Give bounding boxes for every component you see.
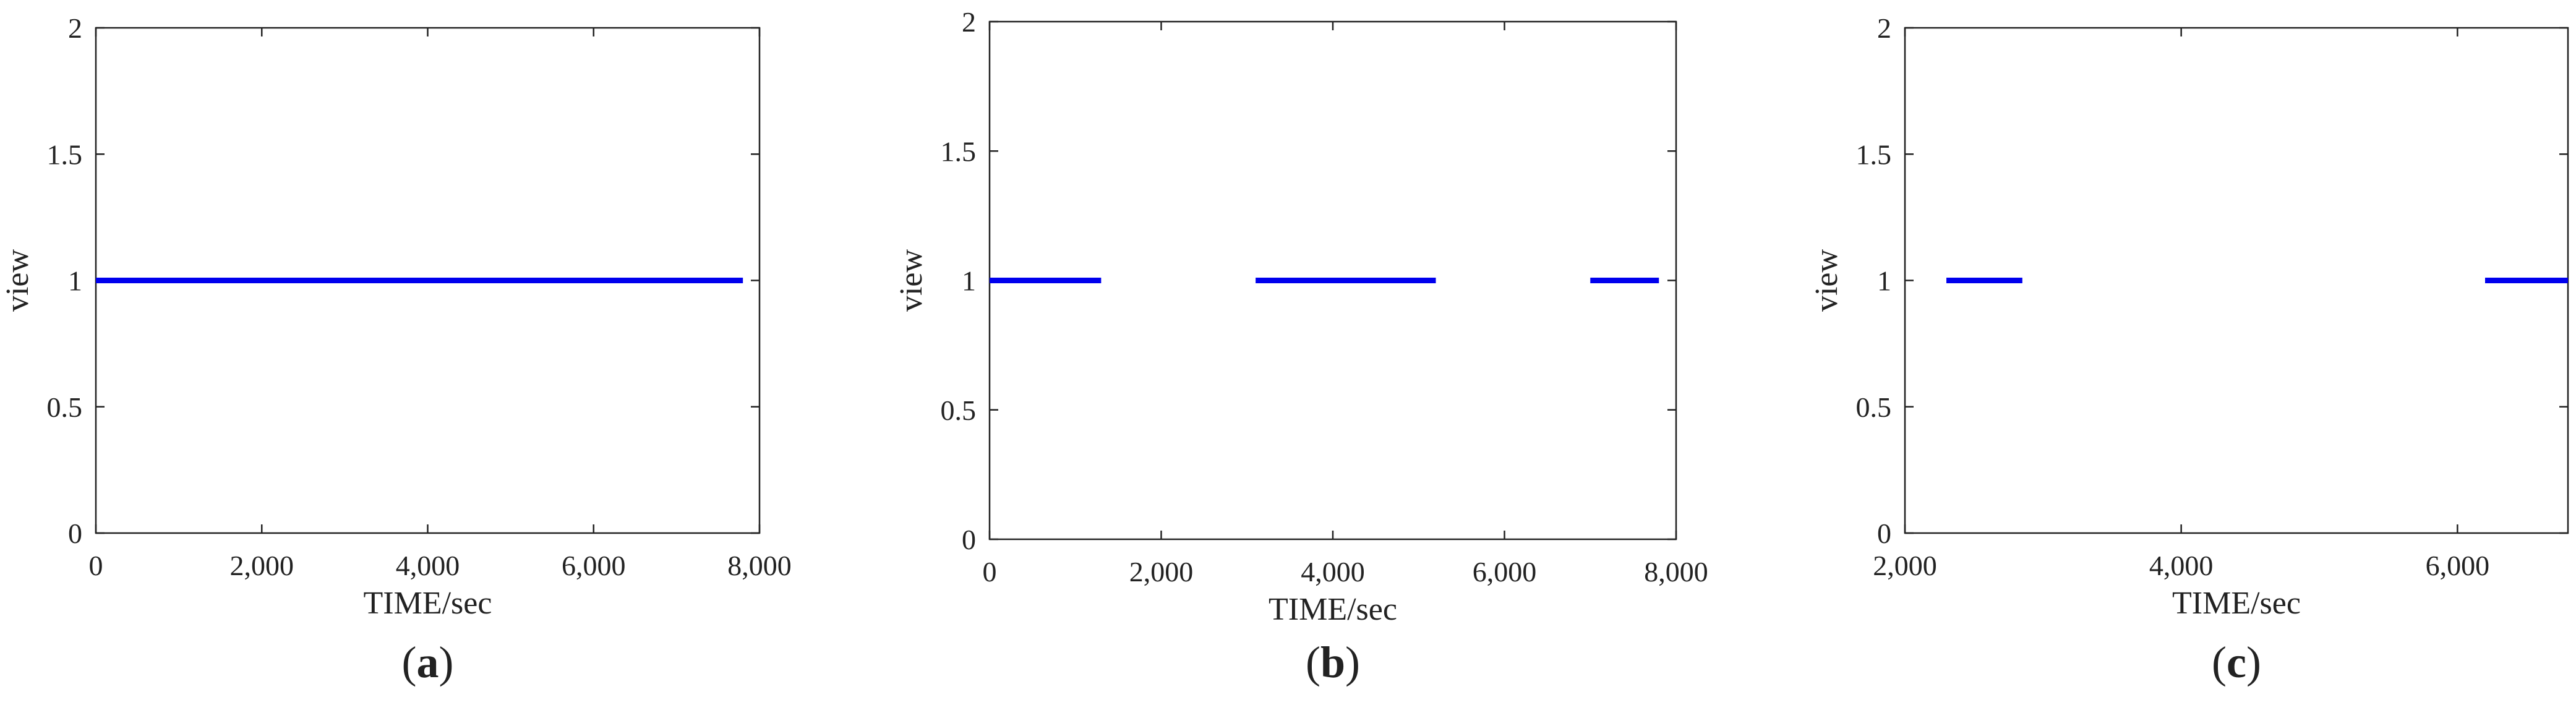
x-tick-label: 2,000	[1873, 550, 1937, 581]
panel-label-letter: c	[2227, 638, 2246, 687]
y-axis-label: view	[894, 249, 929, 312]
x-tick-label: 6,000	[562, 550, 626, 581]
panel-label: (a)	[402, 638, 454, 687]
y-tick-label: 1.5	[941, 135, 977, 167]
x-tick-label: 6,000	[1473, 556, 1537, 588]
x-axis-label: TIME/sec	[364, 586, 492, 621]
y-tick-label: 0.5	[1856, 391, 1892, 423]
y-tick-label: 1	[1877, 265, 1891, 297]
y-tick-label: 0	[68, 518, 82, 549]
panel-label-close: )	[439, 638, 454, 687]
panel-label-open: (	[402, 638, 417, 687]
x-tick-label: 8,000	[1644, 556, 1708, 588]
panel-label-letter: a	[417, 638, 439, 687]
x-axis-label: TIME/sec	[1269, 592, 1397, 627]
x-tick-label: 8,000	[727, 550, 792, 581]
y-tick-label: 2	[962, 6, 976, 38]
y-tick-label: 1.5	[47, 139, 83, 170]
panel-label-close: )	[2246, 638, 2261, 687]
y-tick-label: 1	[68, 265, 82, 297]
x-tick-label: 4,000	[396, 550, 460, 581]
y-tick-label: 0.5	[941, 395, 977, 426]
x-axis-label: TIME/sec	[2172, 586, 2301, 621]
y-axis-label: view	[1809, 249, 1844, 312]
panel-label: (b)	[1306, 638, 1360, 687]
x-tick-label: 4,000	[2149, 550, 2214, 581]
panel-a: 0 0.5 1 1.5 2 0 2,000 4,000 6,000 8,000 TIME/sec vi…	[0, 12, 792, 687]
panel-label-letter: b	[1320, 638, 1345, 687]
x-tick-label: 6,000	[2426, 550, 2490, 581]
panel-label-open: (	[1306, 638, 1320, 687]
x-tick-label: 2,000	[230, 550, 294, 581]
y-tick-label: 0	[962, 524, 976, 555]
panel-label-close: )	[1345, 638, 1360, 687]
y-tick-label: 2	[68, 12, 82, 44]
y-tick-label: 0.5	[47, 391, 83, 423]
panel-label: (c)	[2212, 638, 2261, 687]
y-tick-label: 1.5	[1856, 139, 1892, 170]
y-axis-label: view	[0, 249, 35, 312]
y-tick-label: 0	[1877, 518, 1891, 549]
x-tick-label: 4,000	[1301, 556, 1365, 588]
x-tick-label: 0	[983, 556, 997, 588]
x-tick-label: 2,000	[1129, 556, 1194, 588]
panel-b: 0 0.5 1 1.5 2 0 2,000 4,000 6,000 8,000 TIME/sec vi…	[894, 6, 1708, 687]
y-tick-label: 2	[1877, 12, 1891, 44]
x-tick-label: 0	[89, 550, 103, 581]
panel-label-open: (	[2212, 638, 2227, 687]
panel-c: 0 0.5 1 1.5 2 2,000 4,000 6,000 TIME/sec view (c)	[1809, 12, 2569, 687]
y-tick-label: 1	[962, 265, 976, 297]
